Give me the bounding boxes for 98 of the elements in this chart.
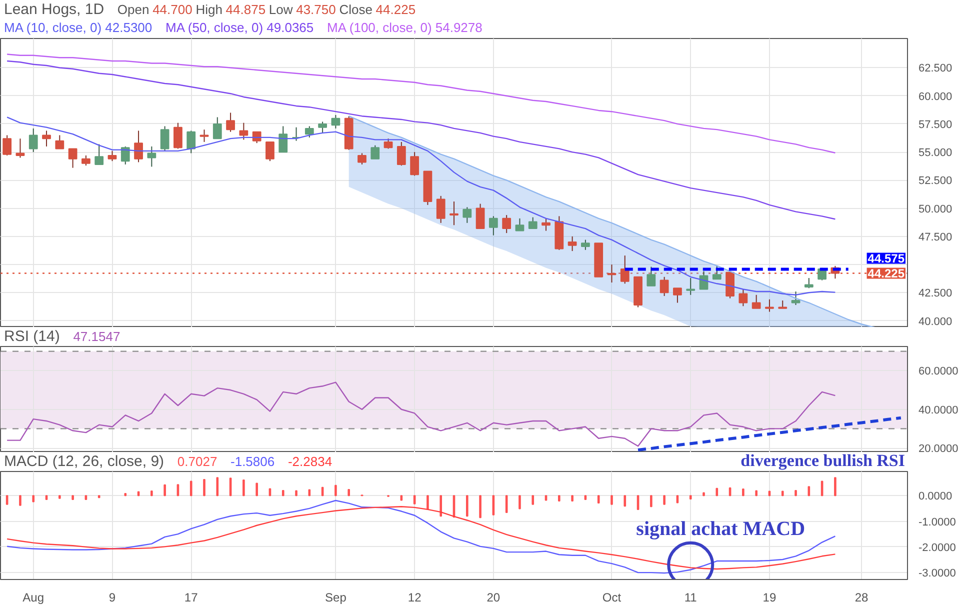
candlestick bbox=[646, 266, 656, 286]
candlestick bbox=[791, 291, 800, 306]
candlestick bbox=[160, 126, 170, 152]
y-tick-label: 47.500 bbox=[918, 231, 952, 244]
text: MA (100, close, 0) 54.9278 bbox=[327, 20, 482, 36]
candlestick bbox=[370, 144, 380, 160]
candlestick bbox=[542, 218, 550, 232]
candlestick bbox=[108, 150, 117, 162]
candlestick bbox=[200, 129, 209, 142]
chart-title: Lean Hogs, 1D bbox=[4, 0, 104, 18]
candlestick bbox=[68, 148, 78, 168]
annotation: signal achat MACD bbox=[636, 518, 806, 540]
candlestick bbox=[94, 144, 104, 165]
candlestick bbox=[396, 141, 406, 166]
text: -2.2834 bbox=[288, 454, 332, 469]
candlestick bbox=[673, 288, 682, 304]
candlestick bbox=[331, 114, 340, 129]
candlestick bbox=[488, 216, 498, 236]
candlestick bbox=[292, 126, 301, 142]
y-tick-label: 40.0000 bbox=[918, 404, 958, 416]
candlestick bbox=[581, 239, 590, 250]
x-tick-label: 12 bbox=[408, 590, 422, 604]
candlestick bbox=[28, 128, 38, 153]
candlestick bbox=[16, 138, 25, 158]
candlestick bbox=[568, 236, 577, 252]
candlestick bbox=[528, 216, 538, 230]
candlestick bbox=[82, 154, 90, 166]
line-series bbox=[6, 54, 836, 154]
x-tick-label: Sep bbox=[325, 590, 347, 604]
candlestick bbox=[515, 218, 524, 232]
y-tick-label: 62.500 bbox=[918, 62, 952, 75]
candlestick bbox=[120, 146, 130, 165]
candlestick bbox=[318, 121, 327, 134]
series-label: 0.7027 bbox=[177, 454, 218, 469]
candlestick bbox=[436, 195, 446, 224]
candlestick bbox=[765, 298, 774, 312]
candlestick bbox=[384, 138, 393, 150]
candlestick bbox=[147, 146, 156, 168]
line-series bbox=[636, 416, 902, 452]
x-tick-label: 19 bbox=[762, 590, 776, 604]
candlestick bbox=[476, 203, 485, 230]
y-tick-label: 57.500 bbox=[918, 118, 952, 131]
candlestick bbox=[239, 122, 248, 140]
y-tick-label: 0.0000 bbox=[918, 490, 952, 503]
y-tick-label: 40.000 bbox=[918, 316, 952, 328]
line-series bbox=[6, 116, 836, 296]
x-tick-label: 17 bbox=[184, 590, 198, 604]
text: 47.1547 bbox=[73, 328, 120, 344]
candlestick bbox=[304, 126, 314, 138]
candlestick bbox=[174, 122, 182, 150]
candlestick bbox=[42, 130, 51, 147]
y-tick-label: 42.500 bbox=[918, 288, 952, 300]
text: -1.5806 bbox=[230, 454, 275, 469]
y-tick-label: -1.0000 bbox=[918, 516, 956, 528]
candlestick bbox=[186, 130, 196, 154]
y-tick-label: 52.500 bbox=[918, 175, 952, 188]
x-tick-label: 9 bbox=[108, 590, 116, 604]
data-label: 44.575 bbox=[868, 252, 905, 266]
ref-line-label: 44.225 bbox=[868, 266, 905, 281]
x-tick-label: Oct bbox=[602, 590, 622, 604]
text: MA (10, close, 0) 42.5300 bbox=[4, 20, 152, 36]
candlestick bbox=[686, 278, 696, 296]
candlestick bbox=[212, 116, 222, 140]
annotation: divergence bullish RSI bbox=[740, 451, 905, 470]
y-tick-label: 55.000 bbox=[918, 147, 952, 160]
candlestick bbox=[752, 294, 761, 309]
y-tick-label: 60.000 bbox=[918, 90, 952, 103]
candlestick bbox=[462, 206, 472, 224]
x-tick-label: 20 bbox=[486, 590, 500, 604]
candlestick bbox=[55, 134, 64, 150]
chart-subtitle: Open 44.700 High 44.875 Low 43.750 Close 44.225 bbox=[117, 2, 416, 17]
candlestick bbox=[804, 278, 814, 289]
candlestick bbox=[726, 272, 734, 299]
candlestick bbox=[134, 130, 143, 163]
candlestick bbox=[226, 112, 235, 132]
text: MA (50, close, 0) 49.0365 bbox=[166, 20, 314, 36]
y-tick-label: 20.0000 bbox=[918, 443, 958, 456]
y-tick-label: 50.000 bbox=[918, 203, 952, 216]
x-tick-label: Aug bbox=[22, 590, 44, 604]
chart-title: RSI (14) bbox=[4, 328, 60, 345]
candlestick bbox=[502, 214, 512, 234]
x-tick-label: 11 bbox=[684, 590, 698, 604]
line-series bbox=[6, 382, 836, 447]
candlestick bbox=[712, 265, 722, 280]
line-series bbox=[6, 60, 836, 220]
candlestick bbox=[450, 201, 458, 226]
candlestick bbox=[410, 152, 420, 176]
y-tick-label: -3.0000 bbox=[918, 568, 956, 580]
candlestick bbox=[358, 152, 366, 165]
x-tick-label: 28 bbox=[854, 590, 868, 604]
candlestick bbox=[660, 276, 669, 297]
y-tick-label: 60.0000 bbox=[918, 366, 958, 378]
candlestick bbox=[266, 141, 274, 162]
candlestick bbox=[2, 134, 12, 156]
chart-title: MACD (12, 26, close, 9) bbox=[4, 452, 164, 470]
candlestick bbox=[278, 126, 288, 153]
candlestick bbox=[738, 288, 748, 307]
y-tick-label: -2.0000 bbox=[918, 542, 956, 554]
